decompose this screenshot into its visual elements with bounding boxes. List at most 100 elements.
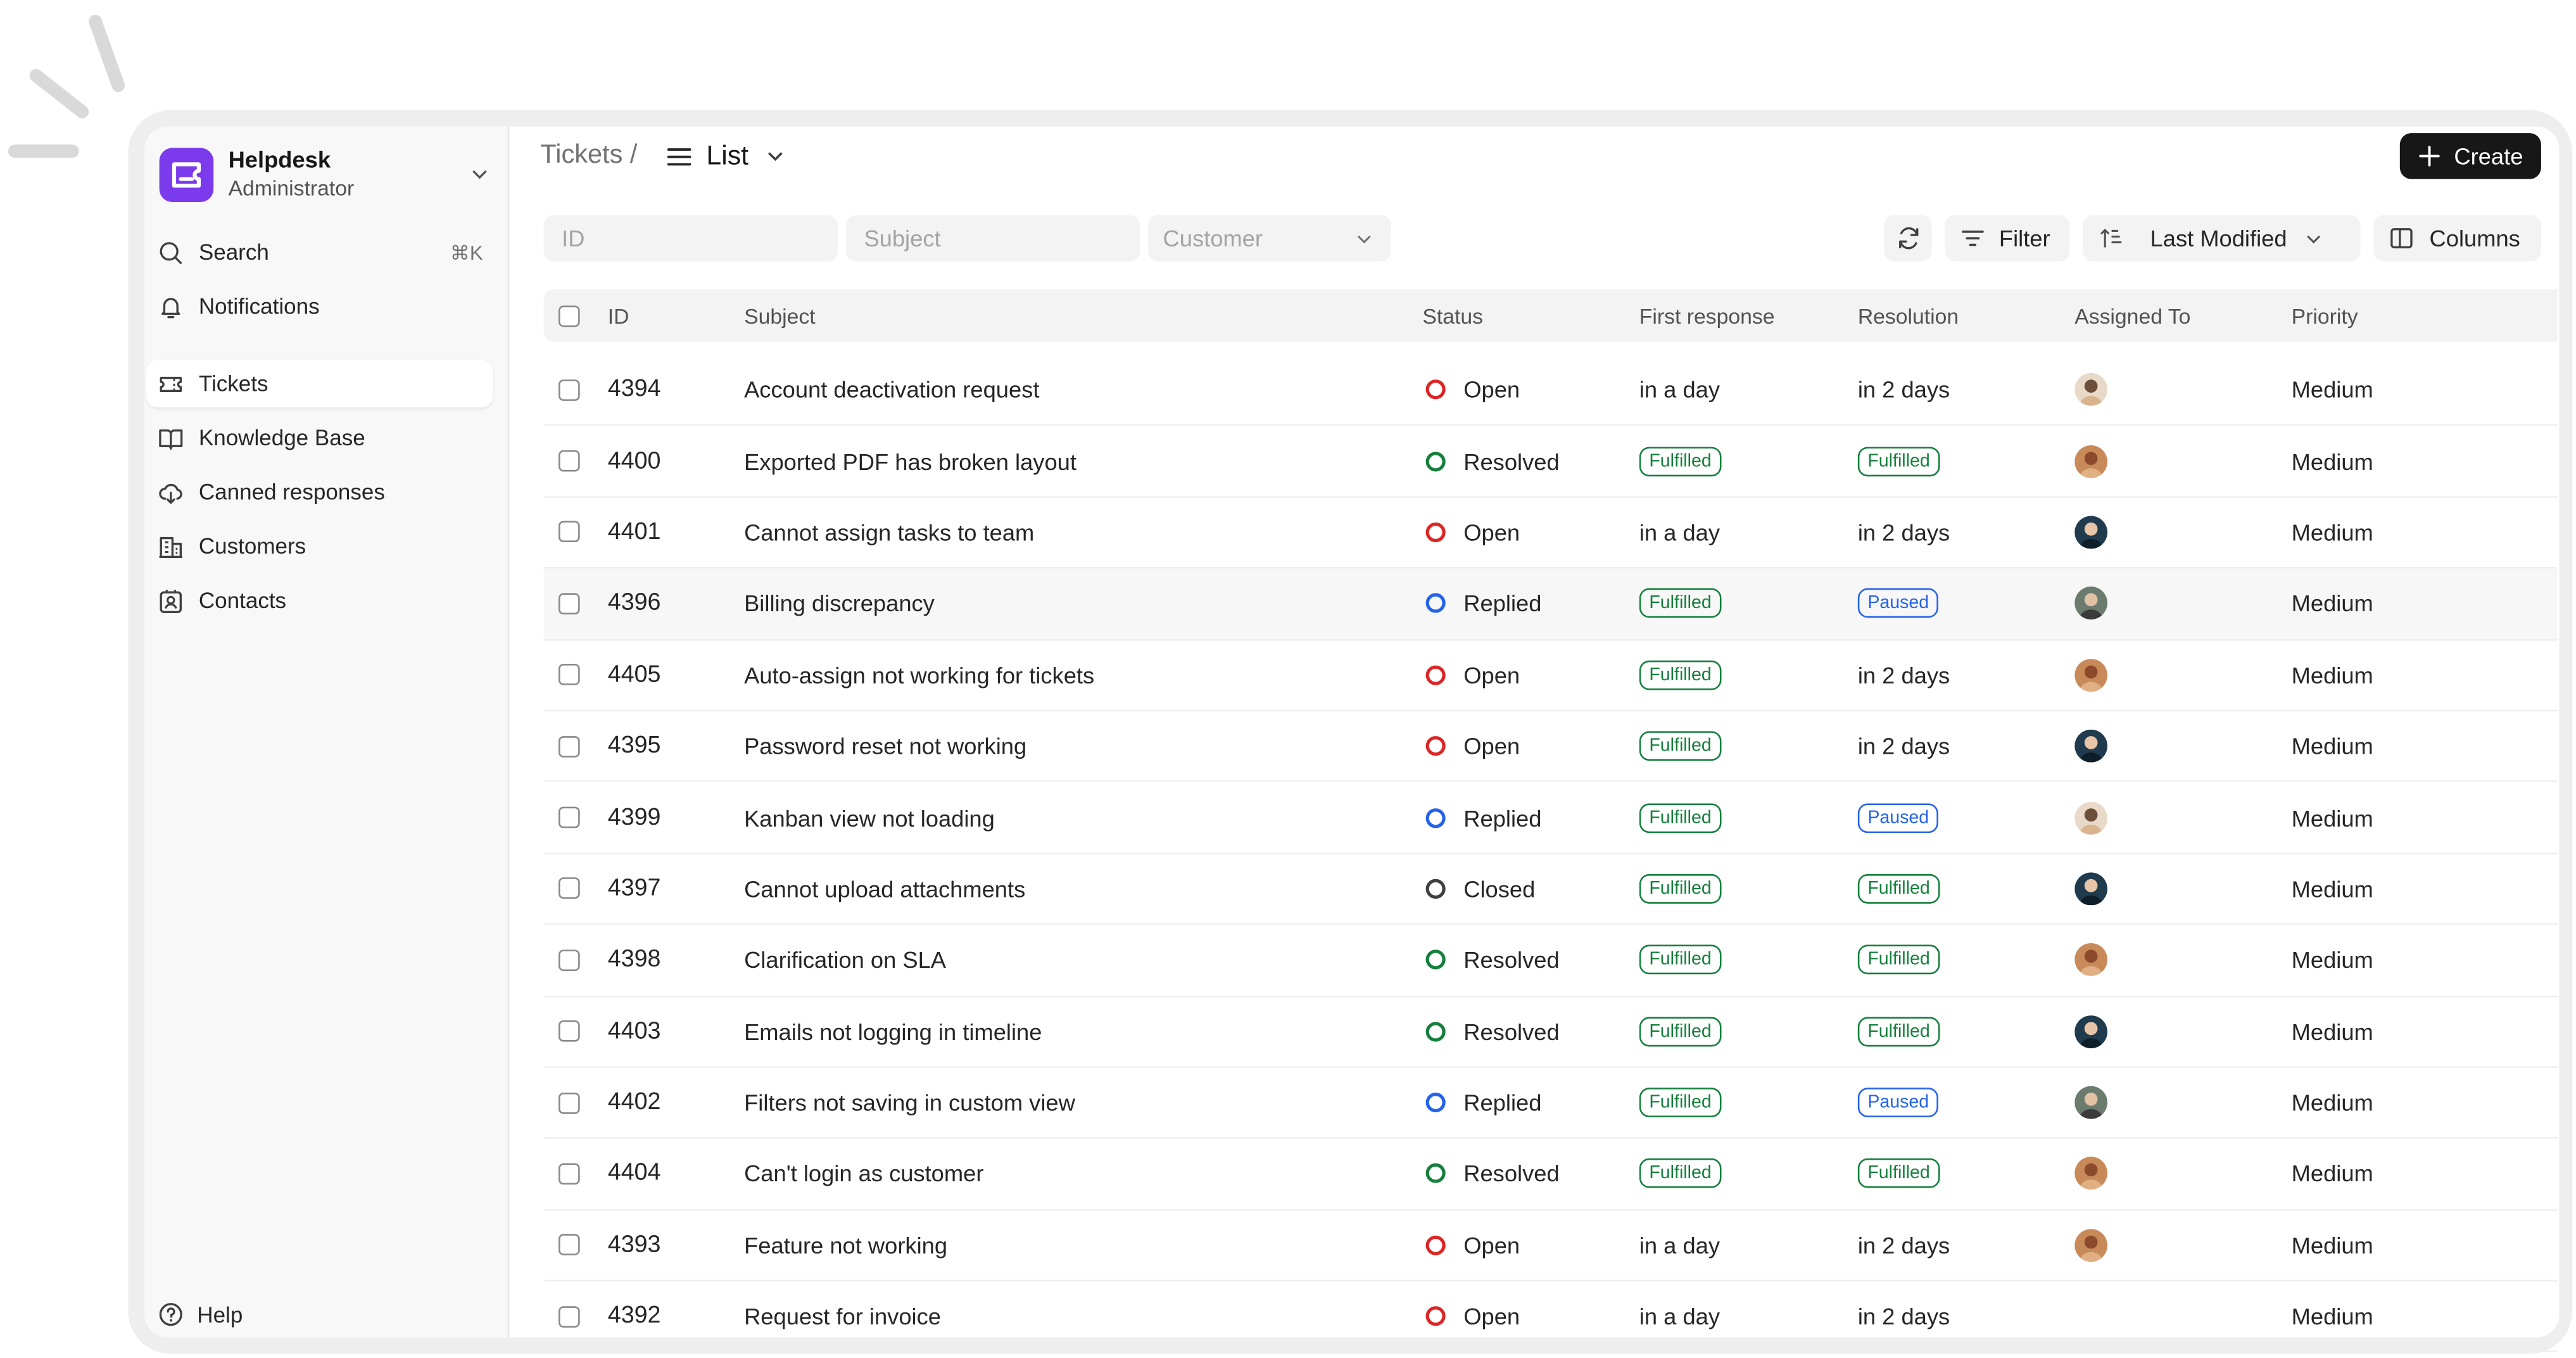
avatar[interactable]	[2074, 658, 2108, 692]
row-checkbox[interactable]	[558, 949, 580, 971]
avatar[interactable]	[2074, 1086, 2108, 1119]
status-dot-icon	[1425, 1235, 1446, 1255]
sidebar-item-canned-responses[interactable]: Canned responses	[146, 468, 493, 516]
avatar[interactable]	[2074, 516, 2108, 549]
table-row[interactable]: 4405 Auto-assign not working for tickets…	[543, 640, 2558, 712]
row-checkbox[interactable]	[558, 806, 580, 828]
column-header[interactable]: Status	[1422, 303, 1484, 328]
table-row[interactable]: 4393 Feature not working Open in a day i…	[543, 1210, 2558, 1282]
avatar[interactable]	[2074, 373, 2108, 407]
sidebar-item-label: Contacts	[198, 588, 287, 613]
table-row[interactable]: 4399 Kanban view not loading Replied Ful…	[543, 783, 2558, 854]
status-label: Open	[1463, 376, 1520, 403]
avatar[interactable]	[2074, 587, 2108, 620]
avatar[interactable]	[2074, 1228, 2108, 1262]
avatar[interactable]	[2074, 1015, 2108, 1048]
row-checkbox[interactable]	[558, 1234, 580, 1256]
sidebar: Helpdesk Administrator Search ⌘K	[144, 126, 510, 1338]
row-select-cell[interactable]	[558, 783, 580, 853]
view-switcher[interactable]: List	[666, 136, 786, 175]
select-all-cell[interactable]	[558, 289, 580, 342]
row-checkbox[interactable]	[558, 521, 580, 543]
breadcrumb-tickets[interactable]: Tickets /	[540, 141, 638, 170]
filter-button[interactable]: Filter	[1945, 215, 2070, 262]
row-select-cell[interactable]	[558, 1282, 580, 1352]
create-button[interactable]: Create	[2399, 133, 2541, 179]
row-select-cell[interactable]	[558, 569, 580, 638]
resolution-cell: in 2 days	[1858, 1210, 1950, 1280]
columns-button[interactable]: Columns	[2373, 215, 2541, 262]
row-select-cell[interactable]	[558, 355, 580, 424]
row-select-cell[interactable]	[558, 854, 580, 923]
refresh-button[interactable]	[1884, 215, 1932, 262]
row-select-cell[interactable]	[558, 711, 580, 781]
sidebar-item-label: Canned responses	[198, 479, 385, 505]
avatar[interactable]	[2074, 444, 2108, 478]
workspace-switcher[interactable]: Helpdesk Administrator	[159, 144, 495, 203]
cloud-icon	[159, 483, 182, 504]
column-header[interactable]: Resolution	[1857, 303, 1959, 328]
table-row[interactable]: 4404 Can't login as customer Resolved Fu…	[543, 1139, 2558, 1210]
sort-button[interactable]: Last Modified	[2083, 215, 2361, 262]
row-checkbox[interactable]	[558, 1163, 580, 1185]
resolution-cell: Paused	[1857, 569, 1939, 638]
status-dot-icon	[1425, 1021, 1446, 1041]
table-row[interactable]: 4403 Emails not logging in timeline Reso…	[543, 996, 2558, 1068]
row-checkbox[interactable]	[558, 1305, 580, 1328]
subject-input[interactable]	[861, 223, 1140, 253]
row-checkbox[interactable]	[558, 878, 580, 900]
row-checkbox[interactable]	[558, 735, 580, 757]
sidebar-item-tickets[interactable]: Tickets	[146, 360, 493, 408]
avatar[interactable]	[2074, 872, 2108, 906]
avatar[interactable]	[2074, 943, 2108, 977]
table-row[interactable]: 4395 Password reset not working Open Ful…	[543, 711, 2558, 783]
table-row[interactable]: 4398 Clarification on SLA Resolved Fulfi…	[543, 925, 2558, 997]
row-select-cell[interactable]	[558, 925, 580, 995]
search-button[interactable]: Search ⌘K	[146, 229, 493, 276]
column-header[interactable]: Priority	[2291, 303, 2358, 328]
id-filter-input[interactable]	[543, 215, 838, 262]
sidebar-item-contacts[interactable]: Contacts	[146, 576, 493, 624]
notifications-button[interactable]: Notifications	[146, 282, 493, 330]
first-response-cell: Fulfilled	[1639, 569, 1722, 638]
help-button[interactable]: Help	[158, 1301, 243, 1328]
subject-filter-input[interactable]	[845, 215, 1140, 262]
avatar[interactable]	[2074, 1157, 2108, 1191]
row-checkbox[interactable]	[558, 1020, 580, 1043]
table-row[interactable]: 4402 Filters not saving in custom view R…	[543, 1068, 2558, 1139]
row-select-cell[interactable]	[558, 1210, 580, 1280]
table-row[interactable]: 4392 Request for invoice Open in a day i…	[543, 1282, 2558, 1354]
row-select-cell[interactable]	[558, 1139, 580, 1209]
row-checkbox[interactable]	[558, 664, 580, 686]
row-checkbox[interactable]	[558, 1091, 580, 1114]
resolution-text: in 2 days	[1857, 733, 1950, 759]
column-header[interactable]: First response	[1639, 303, 1775, 328]
row-checkbox[interactable]	[558, 450, 580, 472]
row-checkbox[interactable]	[558, 379, 580, 401]
table-row[interactable]: 4396 Billing discrepancy Replied Fulfill…	[543, 568, 2558, 640]
row-select-cell[interactable]	[558, 996, 580, 1066]
table-row[interactable]: 4401 Cannot assign tasks to team Open in…	[543, 497, 2558, 569]
column-header[interactable]: ID	[607, 303, 629, 328]
column-header[interactable]: Assigned To	[2074, 303, 2191, 328]
column-header[interactable]: Subject	[744, 303, 816, 328]
row-select-cell[interactable]	[558, 640, 580, 710]
fulfilled-badge: Fulfilled	[1639, 660, 1722, 690]
id-input[interactable]	[558, 223, 838, 253]
customer-filter-select[interactable]: Customer	[1148, 215, 1392, 262]
sidebar-item-label: Knowledge Base	[198, 425, 365, 450]
sidebar-item-customers[interactable]: Customers	[146, 523, 493, 570]
row-checkbox[interactable]	[558, 593, 580, 614]
avatar[interactable]	[2074, 730, 2108, 763]
ticket-subject: Can't login as customer	[744, 1160, 984, 1188]
ticket-id: 4393	[607, 1232, 661, 1259]
table-row[interactable]: 4397 Cannot upload attachments Closed Fu…	[543, 854, 2558, 925]
row-select-cell[interactable]	[558, 1068, 580, 1138]
row-select-cell[interactable]	[558, 497, 580, 567]
table-row[interactable]: 4394 Account deactivation request Open i…	[543, 355, 2558, 426]
table-row[interactable]: 4400 Exported PDF has broken layout Reso…	[543, 426, 2558, 498]
avatar[interactable]	[2074, 801, 2108, 834]
select-all-checkbox[interactable]	[558, 305, 580, 326]
row-select-cell[interactable]	[558, 426, 580, 496]
sidebar-item-knowledge-base[interactable]: Knowledge Base	[146, 414, 493, 462]
